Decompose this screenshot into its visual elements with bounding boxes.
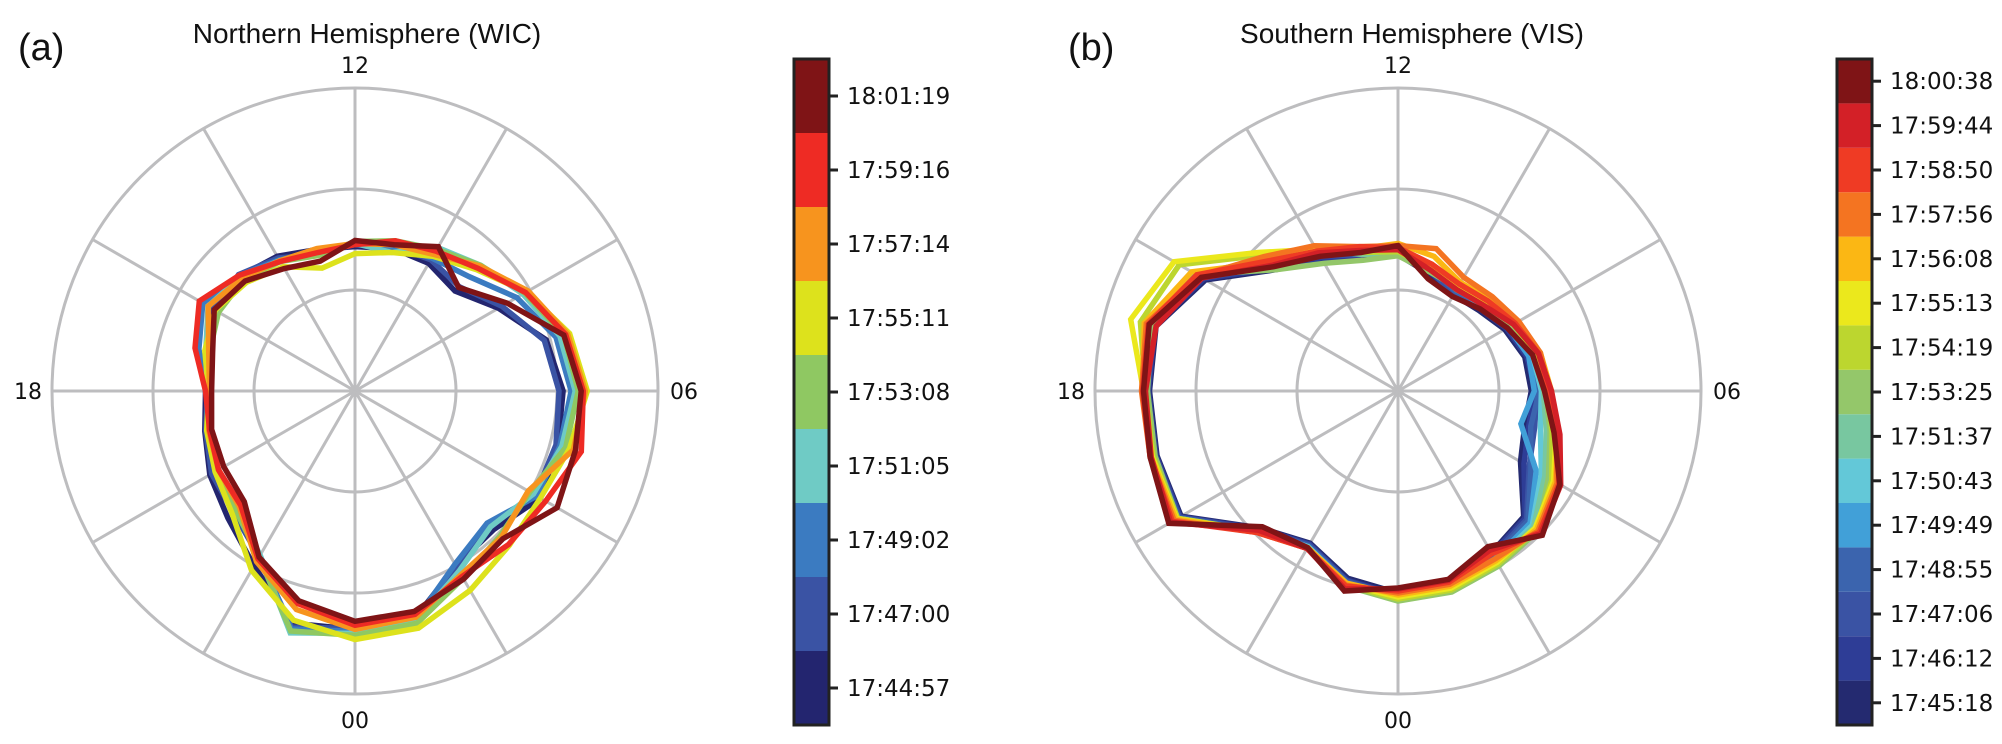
colorbar-frame — [792, 57, 831, 727]
colorbar-tick-label: 17:50:43 — [1890, 469, 1993, 495]
colorbar: 17:45:18 17:46:12 17:47:06 17:48:55 17:49:49… — [1835, 57, 1993, 727]
colorbar-block — [1837, 503, 1872, 548]
panel-title: Northern Hemisphere (WIC) — [193, 18, 542, 49]
colorbar-tick-label: 17:57:56 — [1890, 202, 1993, 228]
colorbar-tick-label: 17:59:44 — [1890, 114, 1993, 140]
colorbar-tick-label: 17:58:50 — [1890, 158, 1993, 184]
grid-spoke — [353, 390, 508, 655]
colorbar-tick-label: 18:01:19 — [847, 84, 950, 110]
colorbar-tick-label: 17:47:00 — [847, 602, 950, 628]
colorbar-block — [1837, 236, 1872, 281]
colorbar-block — [794, 281, 829, 355]
grid-spoke — [1397, 238, 1662, 393]
colorbar-block — [1837, 414, 1872, 459]
colorbar-block — [1837, 103, 1872, 148]
panel-a: (a) Northern Hemisphere (WIC) 12 06 00 18 17:4… — [14, 18, 950, 734]
mlt-label-18: 18 — [1057, 380, 1085, 405]
colorbar-block — [1837, 325, 1872, 370]
colorbar-block — [1837, 680, 1872, 725]
grid-ring — [1093, 86, 1703, 696]
grid-spoke — [202, 390, 357, 655]
grid-ring — [50, 86, 660, 696]
grid-spoke — [91, 238, 356, 393]
mlt-label-18: 18 — [14, 380, 42, 405]
colorbar-tick-label: 17:46:12 — [1890, 646, 1993, 672]
colorbar-tick-label: 17:44:57 — [847, 676, 950, 702]
colorbar-tick-label: 17:56:08 — [1890, 247, 1993, 273]
panel-label: (b) — [1068, 27, 1114, 69]
grid-spoke — [1396, 390, 1551, 655]
colorbar-block — [1837, 591, 1872, 637]
panel-b: (b) Southern Hemisphere (VIS) 12 06 00 18 17:4… — [1057, 18, 1993, 734]
grid-ring — [252, 288, 458, 494]
colorbar-block — [794, 133, 829, 207]
colorbar-block — [794, 577, 829, 651]
mlt-label-06: 06 — [670, 380, 698, 405]
colorbar-block — [794, 651, 829, 725]
grid-spoke — [354, 389, 619, 544]
grid-ring — [1295, 288, 1501, 494]
panel-title: Southern Hemisphere (VIS) — [1240, 18, 1584, 49]
colorbar-tick-label: 17:49:02 — [847, 528, 950, 554]
colorbar-block — [1837, 147, 1872, 193]
colorbar-tick-label: 17:47:06 — [1890, 602, 1993, 628]
mlt-label-12: 12 — [341, 54, 369, 79]
panel-label: (a) — [18, 27, 64, 69]
grid-spoke — [1396, 127, 1551, 392]
colorbar-tick-label: 17:53:25 — [1890, 380, 1993, 406]
grid-spoke — [1245, 390, 1400, 655]
colorbar: 17:44:57 17:47:00 17:49:02 17:51:05 17:53:08… — [792, 57, 950, 727]
colorbar-block — [1837, 636, 1872, 681]
colorbar-frame — [1835, 57, 1874, 727]
oval-boundary-180119 — [208, 237, 584, 625]
colorbar-tick-label: 17:59:16 — [847, 158, 950, 184]
colorbar-block — [794, 355, 829, 429]
colorbar-block — [1837, 369, 1872, 415]
colorbar-block — [794, 207, 829, 281]
oval-boundary-180038 — [1140, 242, 1563, 594]
colorbar-block — [1837, 547, 1872, 592]
mlt-label-00: 00 — [1384, 709, 1412, 734]
colorbar-block — [1837, 192, 1872, 237]
colorbar-block — [794, 59, 829, 133]
colorbar-block — [1837, 281, 1872, 326]
colorbar-tick-label: 17:51:37 — [1890, 424, 1993, 450]
colorbar-tick-label: 17:48:55 — [1890, 558, 1993, 584]
grid-spoke — [354, 238, 619, 393]
colorbar-tick-label: 17:55:13 — [1890, 291, 1993, 317]
colorbar-tick-label: 17:49:49 — [1890, 513, 1993, 539]
colorbar-tick-label: 17:53:08 — [847, 380, 950, 406]
mlt-label-00: 00 — [341, 709, 369, 734]
colorbar-block — [1837, 458, 1872, 503]
colorbar-tick-label: 17:55:11 — [847, 306, 950, 332]
oval-boundary-175511 — [202, 249, 591, 643]
mlt-label-12: 12 — [1384, 54, 1412, 79]
colorbar-block — [794, 429, 829, 503]
oval-boundary-175916 — [192, 238, 587, 629]
colorbar-block — [1837, 59, 1872, 104]
colorbar-tick-label: 17:57:14 — [847, 232, 950, 258]
colorbar-tick-label: 17:54:19 — [1890, 336, 1993, 362]
colorbar-block — [794, 503, 829, 577]
colorbar-tick-label: 17:45:18 — [1890, 691, 1993, 717]
colorbar-tick-label: 17:51:05 — [847, 454, 950, 480]
colorbar-tick-label: 18:00:38 — [1890, 69, 1993, 95]
mlt-label-06: 06 — [1713, 380, 1741, 405]
